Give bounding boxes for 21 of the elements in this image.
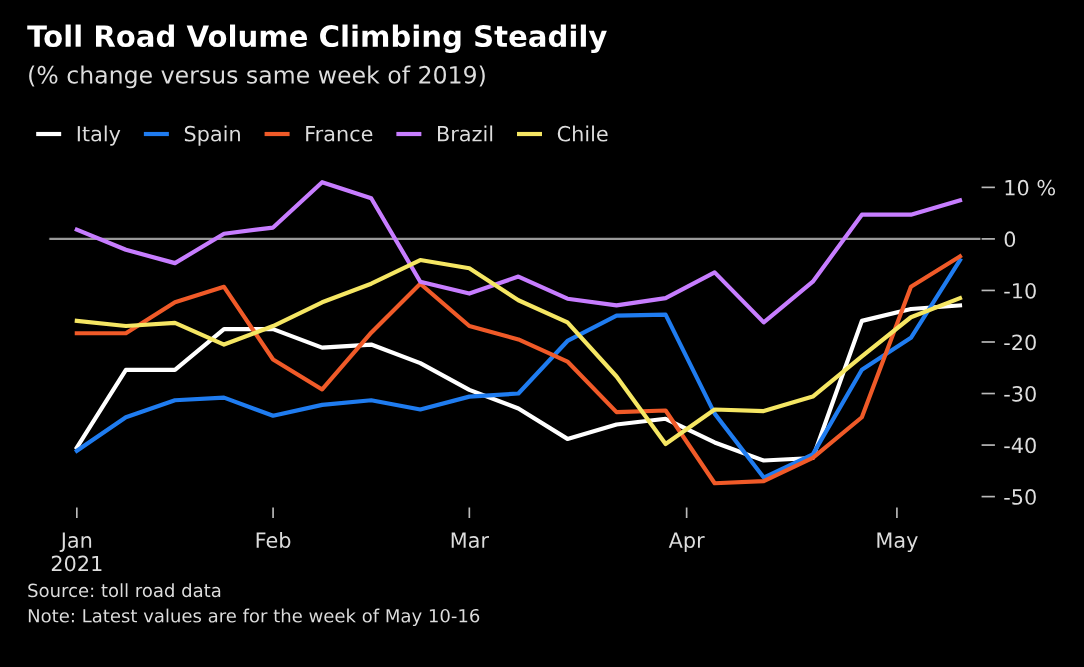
y-tick-label: -40 — [1004, 437, 1036, 454]
y-tick-label: -30 — [1004, 385, 1036, 402]
x-tick-label: May — [877, 532, 918, 553]
x-tick-label: Feb — [256, 531, 291, 549]
y-tick-label: -50 — [1004, 489, 1036, 505]
source-note: Source: toll road data — [28, 583, 221, 598]
legend-label: Spain — [184, 125, 240, 146]
y-tick-label: -20 — [1004, 334, 1036, 351]
text: Note: Latest values are for the week of May 10-16 — [28, 608, 480, 627]
y-tick-label: -10 — [1004, 282, 1036, 299]
legend-label: Chile — [557, 125, 608, 142]
y-tick-label: 0 — [1004, 231, 1016, 248]
x-tick-label: Jan 2021 — [51, 532, 102, 572]
legend-label: Brazil — [438, 125, 493, 142]
legend-label: Italy — [77, 125, 121, 146]
x-tick-label: Mar — [451, 532, 489, 549]
x-tick-label: Apr — [668, 532, 705, 553]
chart-title: Toll Road Volume Climbing Steadily — [27, 24, 607, 53]
y-tick-label: 10 % — [1005, 179, 1056, 196]
chart-subtitle: (% change versus same week of 2019) — [29, 65, 485, 89]
legend-label: France — [306, 126, 373, 142]
